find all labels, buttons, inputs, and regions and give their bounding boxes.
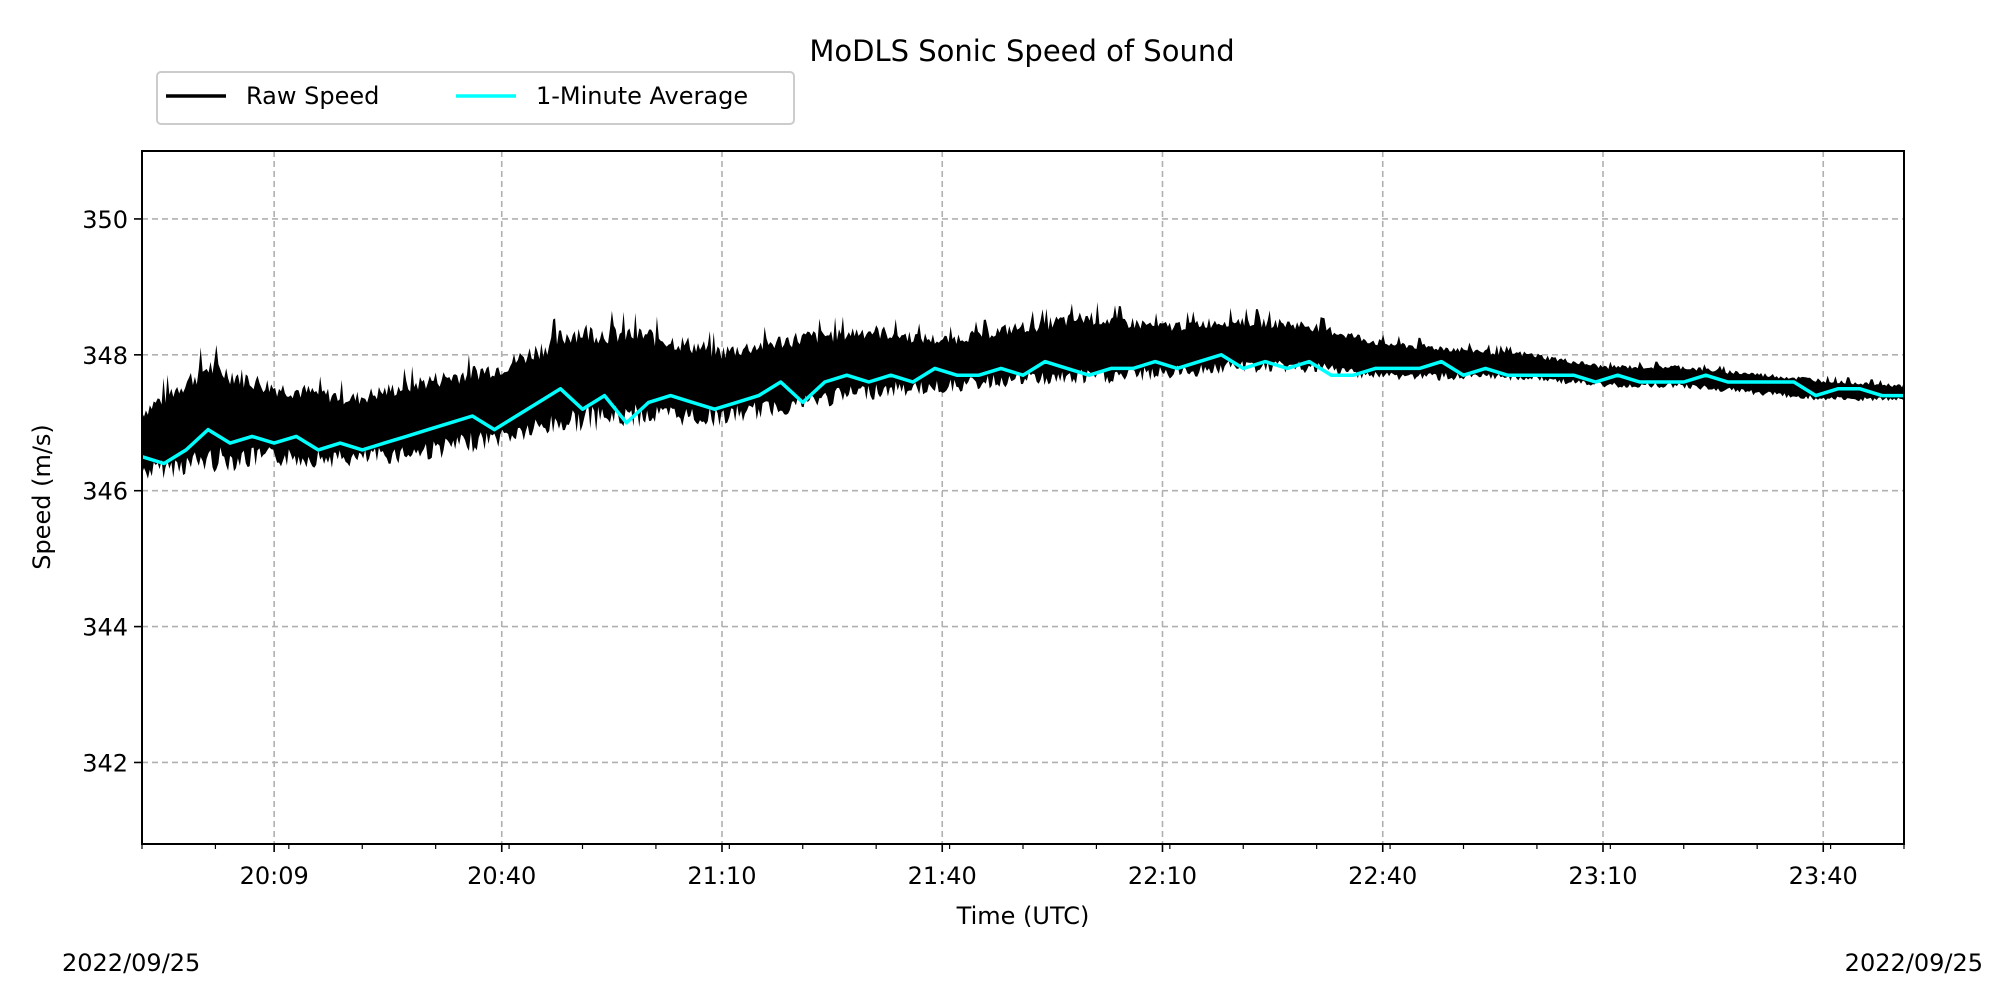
y-tick-label: 342 xyxy=(82,749,128,777)
end-date-label: 2022/09/25 xyxy=(1845,949,1983,977)
y-axis: 342 344 346 348 350 xyxy=(82,206,142,777)
y-tick-label: 350 xyxy=(82,206,128,234)
legend-frame xyxy=(156,71,795,125)
plot-area xyxy=(141,302,1904,479)
axes-frame xyxy=(141,150,1905,845)
x-tick-label: 21:10 xyxy=(687,862,756,890)
y-tick-label: 344 xyxy=(82,614,128,642)
x-axis: 20:09 20:40 21:10 21:40 22:10 22:40 23:10 23:40 xyxy=(141,844,1905,890)
y-tick-label: 346 xyxy=(82,478,128,506)
average-series xyxy=(141,353,1904,466)
x-tick-label: 22:40 xyxy=(1348,862,1417,890)
x-tick-label: 20:09 xyxy=(240,862,309,890)
y-axis-title: Speed (m/s) xyxy=(28,424,56,570)
legend-average-label: 1-Minute Average xyxy=(536,82,748,110)
x-tick-label: 23:10 xyxy=(1568,862,1637,890)
legend-raw-speed-label: Raw Speed xyxy=(246,82,379,110)
x-axis-title: Time (UTC) xyxy=(956,902,1090,930)
legend: Raw Speed 1-Minute Average xyxy=(156,71,795,125)
x-tick-label: 22:10 xyxy=(1128,862,1197,890)
start-date-label: 2022/09/25 xyxy=(62,949,200,977)
x-tick-label: 21:40 xyxy=(908,862,977,890)
grid xyxy=(142,151,1904,844)
raw-speed-series xyxy=(142,302,1904,479)
chart-title: MoDLS Sonic Speed of Sound xyxy=(809,34,1234,68)
x-tick-label: 23:40 xyxy=(1789,862,1858,890)
y-tick-label: 348 xyxy=(82,342,128,370)
x-tick-label: 20:40 xyxy=(467,862,536,890)
